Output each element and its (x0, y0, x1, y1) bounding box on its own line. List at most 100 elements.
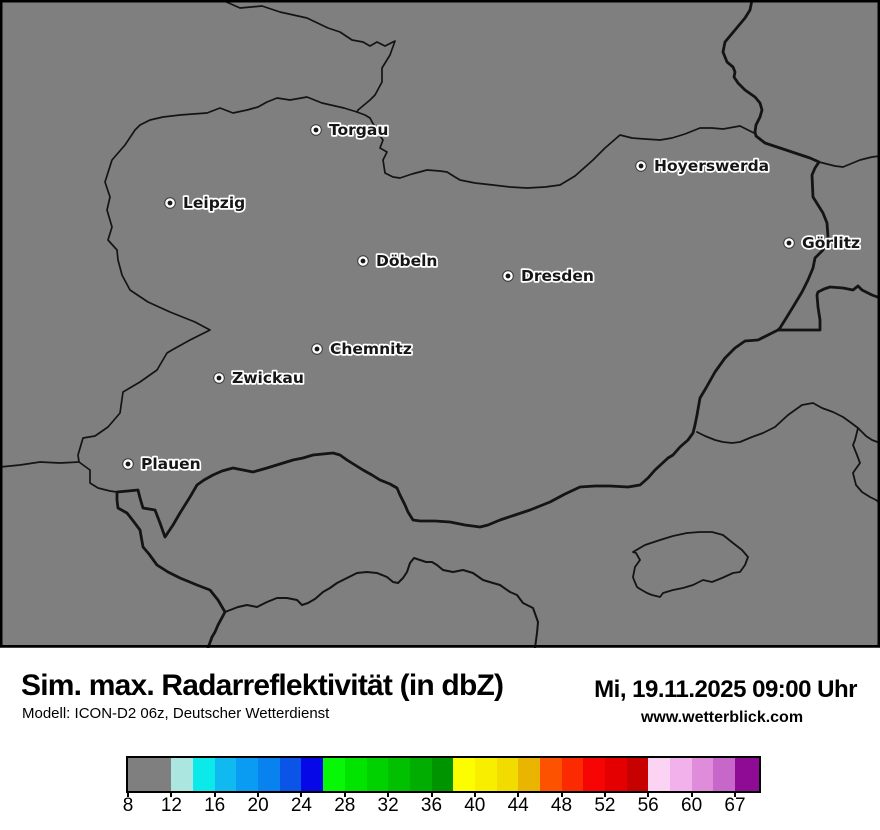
city-dot-center (167, 200, 173, 206)
legend-segment (735, 758, 759, 791)
legend-segment (583, 758, 605, 791)
state-border-line (852, 427, 880, 504)
legend-tick (387, 791, 390, 797)
city-label: Dresden (521, 267, 594, 285)
city-dot-center (313, 127, 319, 133)
city-dot-center (505, 273, 511, 279)
legend-tick (127, 791, 129, 797)
legend-tick-label: 56 (637, 795, 659, 816)
colorbar (126, 756, 761, 793)
legend-segment (561, 758, 584, 791)
model-info: Modell: ICON-D2 06z, Deutscher Wetterdie… (22, 705, 330, 722)
city-label: Plauen (141, 455, 201, 473)
country-border-line (115, 328, 780, 648)
legend-segment (691, 758, 714, 791)
legend-tick-label: 60 (681, 795, 703, 816)
legend-segment (344, 758, 367, 791)
country-border-line (721, 0, 830, 332)
state-border-line (221, 0, 396, 113)
city-marker-hoyerswerda: Hoyerswerda (635, 155, 771, 177)
legend-segment (258, 758, 280, 791)
legend-segment (626, 758, 649, 791)
city-marker-plauen: Plauen (122, 454, 202, 475)
legend-segment (539, 758, 562, 791)
legend-tick (603, 791, 606, 797)
legend-segment (323, 758, 345, 791)
city-dot-center (216, 375, 222, 381)
legend-tick (343, 791, 346, 797)
country-border-line (224, 557, 539, 648)
city-label: Görlitz (802, 234, 860, 252)
legend-tick (170, 791, 173, 797)
city-label: Torgau (329, 121, 388, 139)
legend-segment (366, 758, 389, 791)
legend-tick-label: 48 (550, 795, 573, 816)
state-border-line (818, 155, 880, 168)
legend-tick-label: 32 (377, 795, 399, 816)
legend-segment (453, 758, 475, 791)
city-marker-grlitz: Görlitz (783, 232, 862, 254)
city-marker-chemnitz: Chemnitz (311, 339, 414, 360)
legend-tick (647, 791, 650, 797)
city-marker-dbeln: Döbeln (357, 251, 439, 272)
city-label: Döbeln (376, 252, 437, 270)
legend-segment (431, 758, 454, 791)
state-border-line (356, 111, 755, 189)
city-dot-center (314, 346, 320, 352)
city-marker-torgau: Torgau (310, 119, 390, 141)
legend-tick-label: 28 (334, 795, 356, 816)
legend-segment (171, 758, 194, 791)
legend-tick-label: 12 (160, 795, 182, 816)
website-url: www.wetterblick.com (640, 709, 804, 726)
legend-tick-label: 20 (247, 795, 269, 816)
city-dot-center (638, 163, 644, 169)
legend-segment (648, 758, 671, 791)
legend-tick (213, 791, 216, 797)
legend-tick-label: 16 (204, 795, 226, 816)
city-label: Chemnitz (330, 340, 412, 358)
legend-tick (517, 791, 520, 797)
valid-datetime: Mi, 19.11.2025 09:00 Uhr (594, 676, 857, 703)
legend-segment (128, 758, 172, 791)
map-background (0, 0, 880, 648)
legend-segment (236, 758, 259, 791)
radar-map: Torgau Leipzig Hoyerswerda Görlitz Döbeln Dre… (0, 0, 880, 648)
legend-segment (279, 758, 302, 791)
city-dot-center (125, 461, 131, 467)
legend-tick (690, 791, 693, 797)
map-frame (0, 0, 880, 648)
legend-segment (301, 758, 324, 791)
legend-segment (713, 758, 736, 791)
legend-tick-label: 36 (420, 795, 443, 816)
chart-title: Sim. max. Radarreflektivität (in dbZ) (21, 669, 504, 702)
legend-tick (430, 791, 433, 797)
country-border-line (776, 284, 880, 332)
legend-tick (473, 791, 476, 797)
city-marker-leipzig: Leipzig (164, 192, 247, 214)
city-dot-center (786, 240, 792, 246)
legend-tick (300, 791, 303, 797)
legend-tick-label: 67 (724, 795, 746, 816)
legend-segment (670, 758, 692, 791)
legend-segment (518, 758, 540, 791)
legend-tick (257, 791, 260, 797)
legend-tick-label: 52 (594, 795, 616, 816)
legend-tick (734, 791, 736, 797)
legend-segment (605, 758, 627, 791)
city-label: Zwickau (232, 369, 304, 387)
legend-tick-label: 44 (507, 795, 529, 816)
legend-tick-label: 40 (464, 795, 486, 816)
legend-segment (214, 758, 237, 791)
city-markers: Torgau Leipzig Hoyerswerda Görlitz Döbeln Dre… (122, 119, 862, 475)
state-border-line (696, 402, 880, 444)
legend-tick (560, 791, 563, 797)
city-label: Leipzig (183, 194, 245, 212)
state-border-line (0, 461, 80, 468)
city-marker-dresden: Dresden (502, 266, 596, 287)
legend-segment (388, 758, 410, 791)
legend-tick-label: 8 (122, 795, 134, 816)
city-marker-zwickau: Zwickau (213, 368, 306, 389)
legend-segment (474, 758, 497, 791)
state-border-line (77, 96, 358, 493)
